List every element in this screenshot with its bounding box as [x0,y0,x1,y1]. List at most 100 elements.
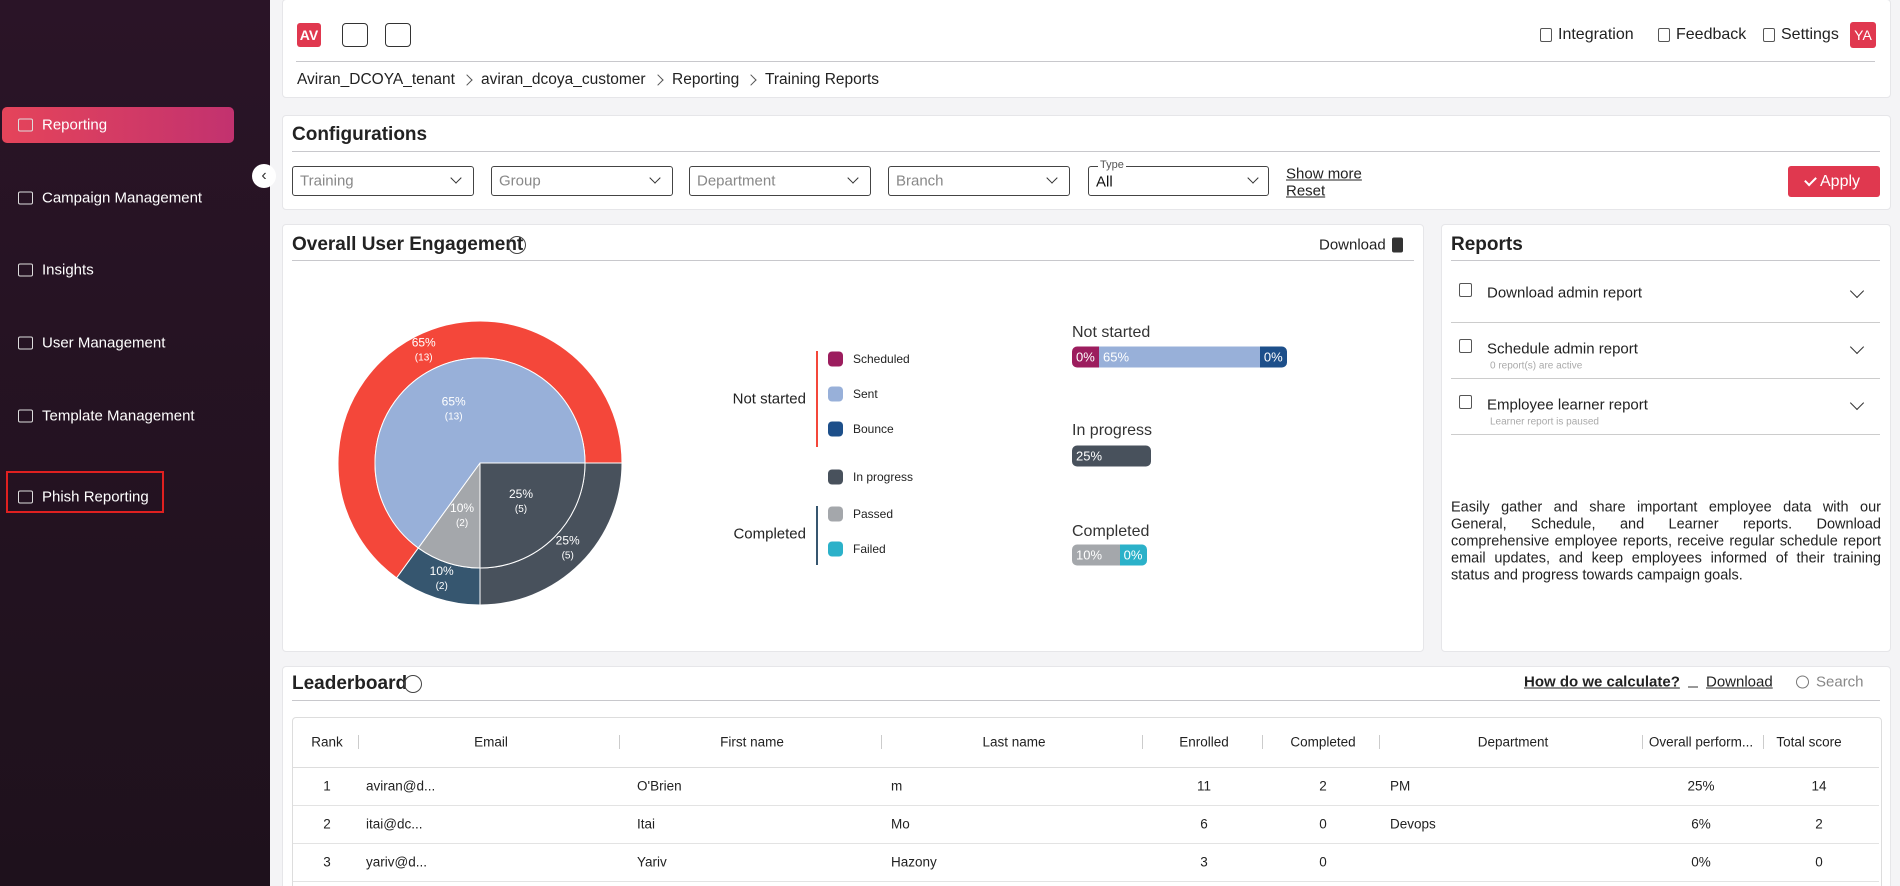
report-icon [1459,395,1472,409]
dropdown-text: Department [697,172,776,190]
cell: yariv@d... [366,854,427,870]
pie-slice [374,357,586,549]
cell: 0 [1319,854,1327,870]
download-link[interactable]: Download [1706,673,1773,691]
show-more[interactable]: Show more [1286,165,1362,183]
column-header[interactable]: Overall perform... [1648,734,1754,750]
slice-label: 10% [450,501,474,515]
bar-title: In progress [1072,422,1153,439]
slice-label: 65% [412,336,436,350]
config-card [282,115,1891,210]
apply-button[interactable] [1788,166,1880,197]
legend-group: Not started [732,390,806,408]
bar-segment: 25% [1072,445,1151,467]
column-header[interactable]: Enrolled [1179,734,1229,750]
separator [1451,434,1880,435]
cell: 25% [1687,778,1715,794]
legend-item: In progress [853,470,914,484]
cell: Devops [1390,816,1436,832]
header-link[interactable]: Feedback [1676,26,1747,43]
cell: 2 [1319,778,1327,794]
help-icon [404,675,422,693]
dropdown[interactable] [888,166,1070,196]
dropdown[interactable] [292,166,474,196]
slice-count: (13) [415,353,433,364]
calc-link[interactable]: How do we calculate? [1524,673,1680,691]
header-link[interactable]: Integration [1558,26,1634,43]
divider [1451,260,1880,261]
avatar[interactable]: YA [1850,22,1876,48]
cell: PM [1390,778,1411,794]
bar-segment: 0% [1072,346,1099,368]
report-title[interactable]: Schedule admin report [1487,340,1638,358]
section-title: Overall User Engagement [292,234,524,255]
divider [296,61,1875,62]
column-sep [1763,735,1764,749]
search[interactable]: Search [1816,673,1864,691]
sidebar-item[interactable]: Template Management [42,407,195,425]
column-sep [1262,735,1263,749]
legend-swatch [828,421,843,437]
pie-slice [479,462,586,569]
sidebar-icon [18,263,33,277]
toolbar-icon[interactable] [342,23,368,47]
slice-count: (2) [456,518,468,529]
download[interactable]: Download [1319,236,1386,254]
cell: 6% [1691,816,1711,832]
column-header[interactable]: First name [720,734,784,750]
sidebar-item[interactable]: Reporting [42,116,108,134]
dropdown[interactable] [689,166,871,196]
cell: O'Brien [637,778,682,794]
help-icon [508,236,526,254]
cell: Mo [891,816,910,832]
report-title[interactable]: Employee learner report [1487,396,1648,414]
column-header[interactable]: Total score [1776,734,1842,750]
breadcrumb[interactable]: Training Reports [765,71,880,88]
report-title[interactable]: Download admin report [1487,284,1643,302]
toolbar-icon[interactable] [385,23,411,47]
bar-segment: 10% [1072,544,1120,566]
collapse-button[interactable]: ‹ [252,164,276,188]
reports-card [1441,224,1891,652]
header-card [282,0,1891,98]
divider [292,260,1414,261]
link-icon [1540,28,1552,42]
section-title: Configurations [292,124,428,145]
cell: 0% [1691,854,1711,870]
breadcrumb[interactable]: Aviran_DCOYA_tenant [297,71,455,88]
legend-swatch [828,506,843,522]
separator [1451,378,1880,379]
active-item[interactable] [2,107,234,143]
sidebar-item[interactable]: Campaign Management [42,189,203,207]
sidebar-item[interactable]: Phish Reporting [42,488,149,506]
dropdown[interactable] [1088,166,1269,196]
dropdown-text: Training [300,172,354,190]
row-sep [293,881,1879,882]
slice-label: 10% [430,564,454,578]
report-sub: 0 report(s) are active [1490,360,1583,372]
cell: 3 [323,854,331,870]
column-header[interactable]: Completed [1290,734,1356,750]
row-sep [293,843,1879,844]
separator [1451,322,1880,323]
divider [292,151,1880,152]
report-icon [1459,283,1472,297]
column-header[interactable]: Department [1477,734,1549,750]
bar-segment: 0% [1119,544,1147,566]
column-header[interactable]: Email [474,734,508,750]
breadcrumb[interactable]: aviran_dcoya_customer [481,71,646,88]
legend-group-line [816,351,818,447]
bar-title: Completed [1072,523,1150,540]
column-header[interactable]: Last name [982,734,1046,750]
apply-label[interactable]: Apply [1820,173,1861,190]
sidebar-item[interactable]: Insights [42,261,94,279]
column-header[interactable]: Rank [311,734,343,750]
breadcrumb[interactable]: Reporting [672,71,740,88]
sidebar-icon [18,409,33,423]
sidebar-item[interactable]: User Management [42,334,166,352]
cell: 11 [1196,778,1212,794]
header-link[interactable]: Settings [1781,26,1839,43]
reset[interactable]: Reset [1286,182,1326,200]
dropdown[interactable] [491,166,673,196]
sidebar-icon [18,191,33,205]
